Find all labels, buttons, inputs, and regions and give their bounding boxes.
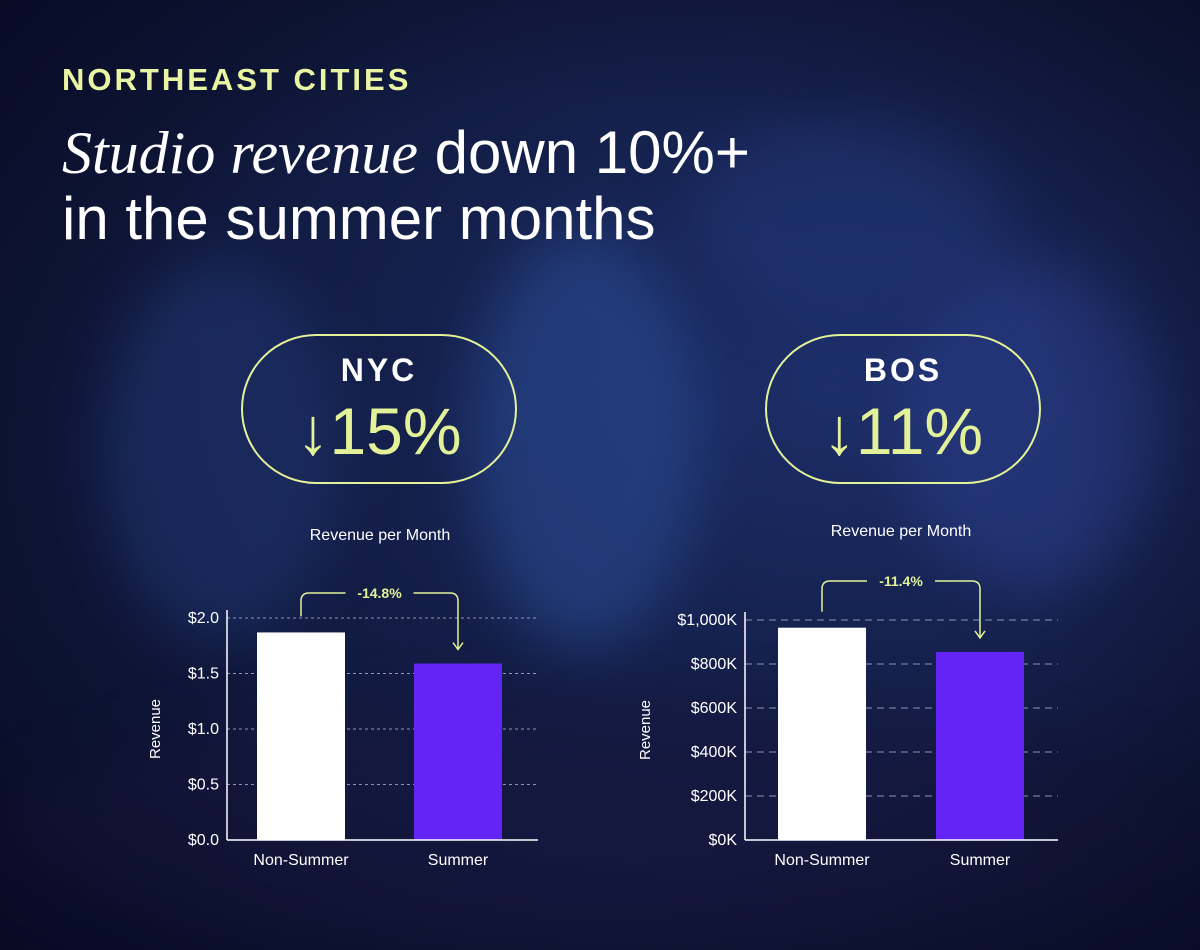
kpi-change: ↓11%: [822, 394, 984, 468]
kpi-pill-nyc: NYC ↓15%: [241, 334, 517, 484]
y-tick-label: $200K: [691, 788, 738, 805]
chart-title-bos: Revenue per Month: [830, 523, 972, 540]
bar-summer: [936, 651, 1024, 840]
y-tick-label: $400K: [691, 744, 738, 761]
y-axis-title: Revenue: [637, 700, 654, 760]
y-tick-label: $1,000K: [677, 612, 737, 629]
eyebrow-label: NORTHEAST CITIES: [62, 62, 412, 97]
headline-italic: Studio revenue: [62, 120, 418, 186]
y-tick-label: $600K: [691, 700, 738, 717]
kpi-city: BOS: [863, 352, 943, 388]
y-tick-label: $0K: [709, 832, 738, 849]
chart-nyc: $0.0 $0.5 $1.0 $1.5 $2.0 Non-Summer Summer Reve…: [147, 585, 538, 869]
annotation-bracket: [821, 580, 981, 638]
annotation-label: -14.8%: [357, 585, 402, 601]
annotation-bracket: [300, 592, 459, 650]
x-tick-label: Summer: [428, 852, 489, 869]
bar-non-summer: [257, 632, 345, 840]
y-tick-label: $0.0: [188, 832, 219, 849]
annotation-arrowhead: [452, 642, 464, 651]
y-tick-label: $1.5: [188, 666, 219, 683]
headline: Studio revenue down 10%+ in the summer m…: [62, 120, 1062, 252]
x-tick-label: Non-Summer: [253, 852, 349, 869]
bar-summer: [414, 663, 502, 840]
y-tick-label: $2.0: [188, 610, 219, 627]
annotation-arrowhead: [974, 630, 986, 640]
headline-line2: in the summer months: [62, 185, 656, 252]
headline-rest: down 10%+: [418, 119, 750, 186]
bar-non-summer: [778, 627, 866, 840]
chart-title-nyc: Revenue per Month: [309, 527, 451, 544]
kpi-change: ↓15%: [296, 394, 462, 468]
annotation-label: -11.4%: [879, 573, 923, 589]
y-tick-label: $0.5: [188, 777, 219, 794]
y-axis-title: Revenue: [147, 699, 164, 759]
x-tick-label: Non-Summer: [774, 852, 870, 869]
kpi-pill-bos: BOS ↓11%: [765, 334, 1041, 484]
y-tick-label: $1.0: [188, 721, 219, 738]
kpi-city: NYC: [340, 352, 418, 388]
y-tick-label: $800K: [691, 656, 738, 673]
chart-bos: $0K $200K $400K $600K $800K $1,000K Non-Summer…: [637, 573, 1058, 869]
x-tick-label: Summer: [950, 852, 1011, 869]
